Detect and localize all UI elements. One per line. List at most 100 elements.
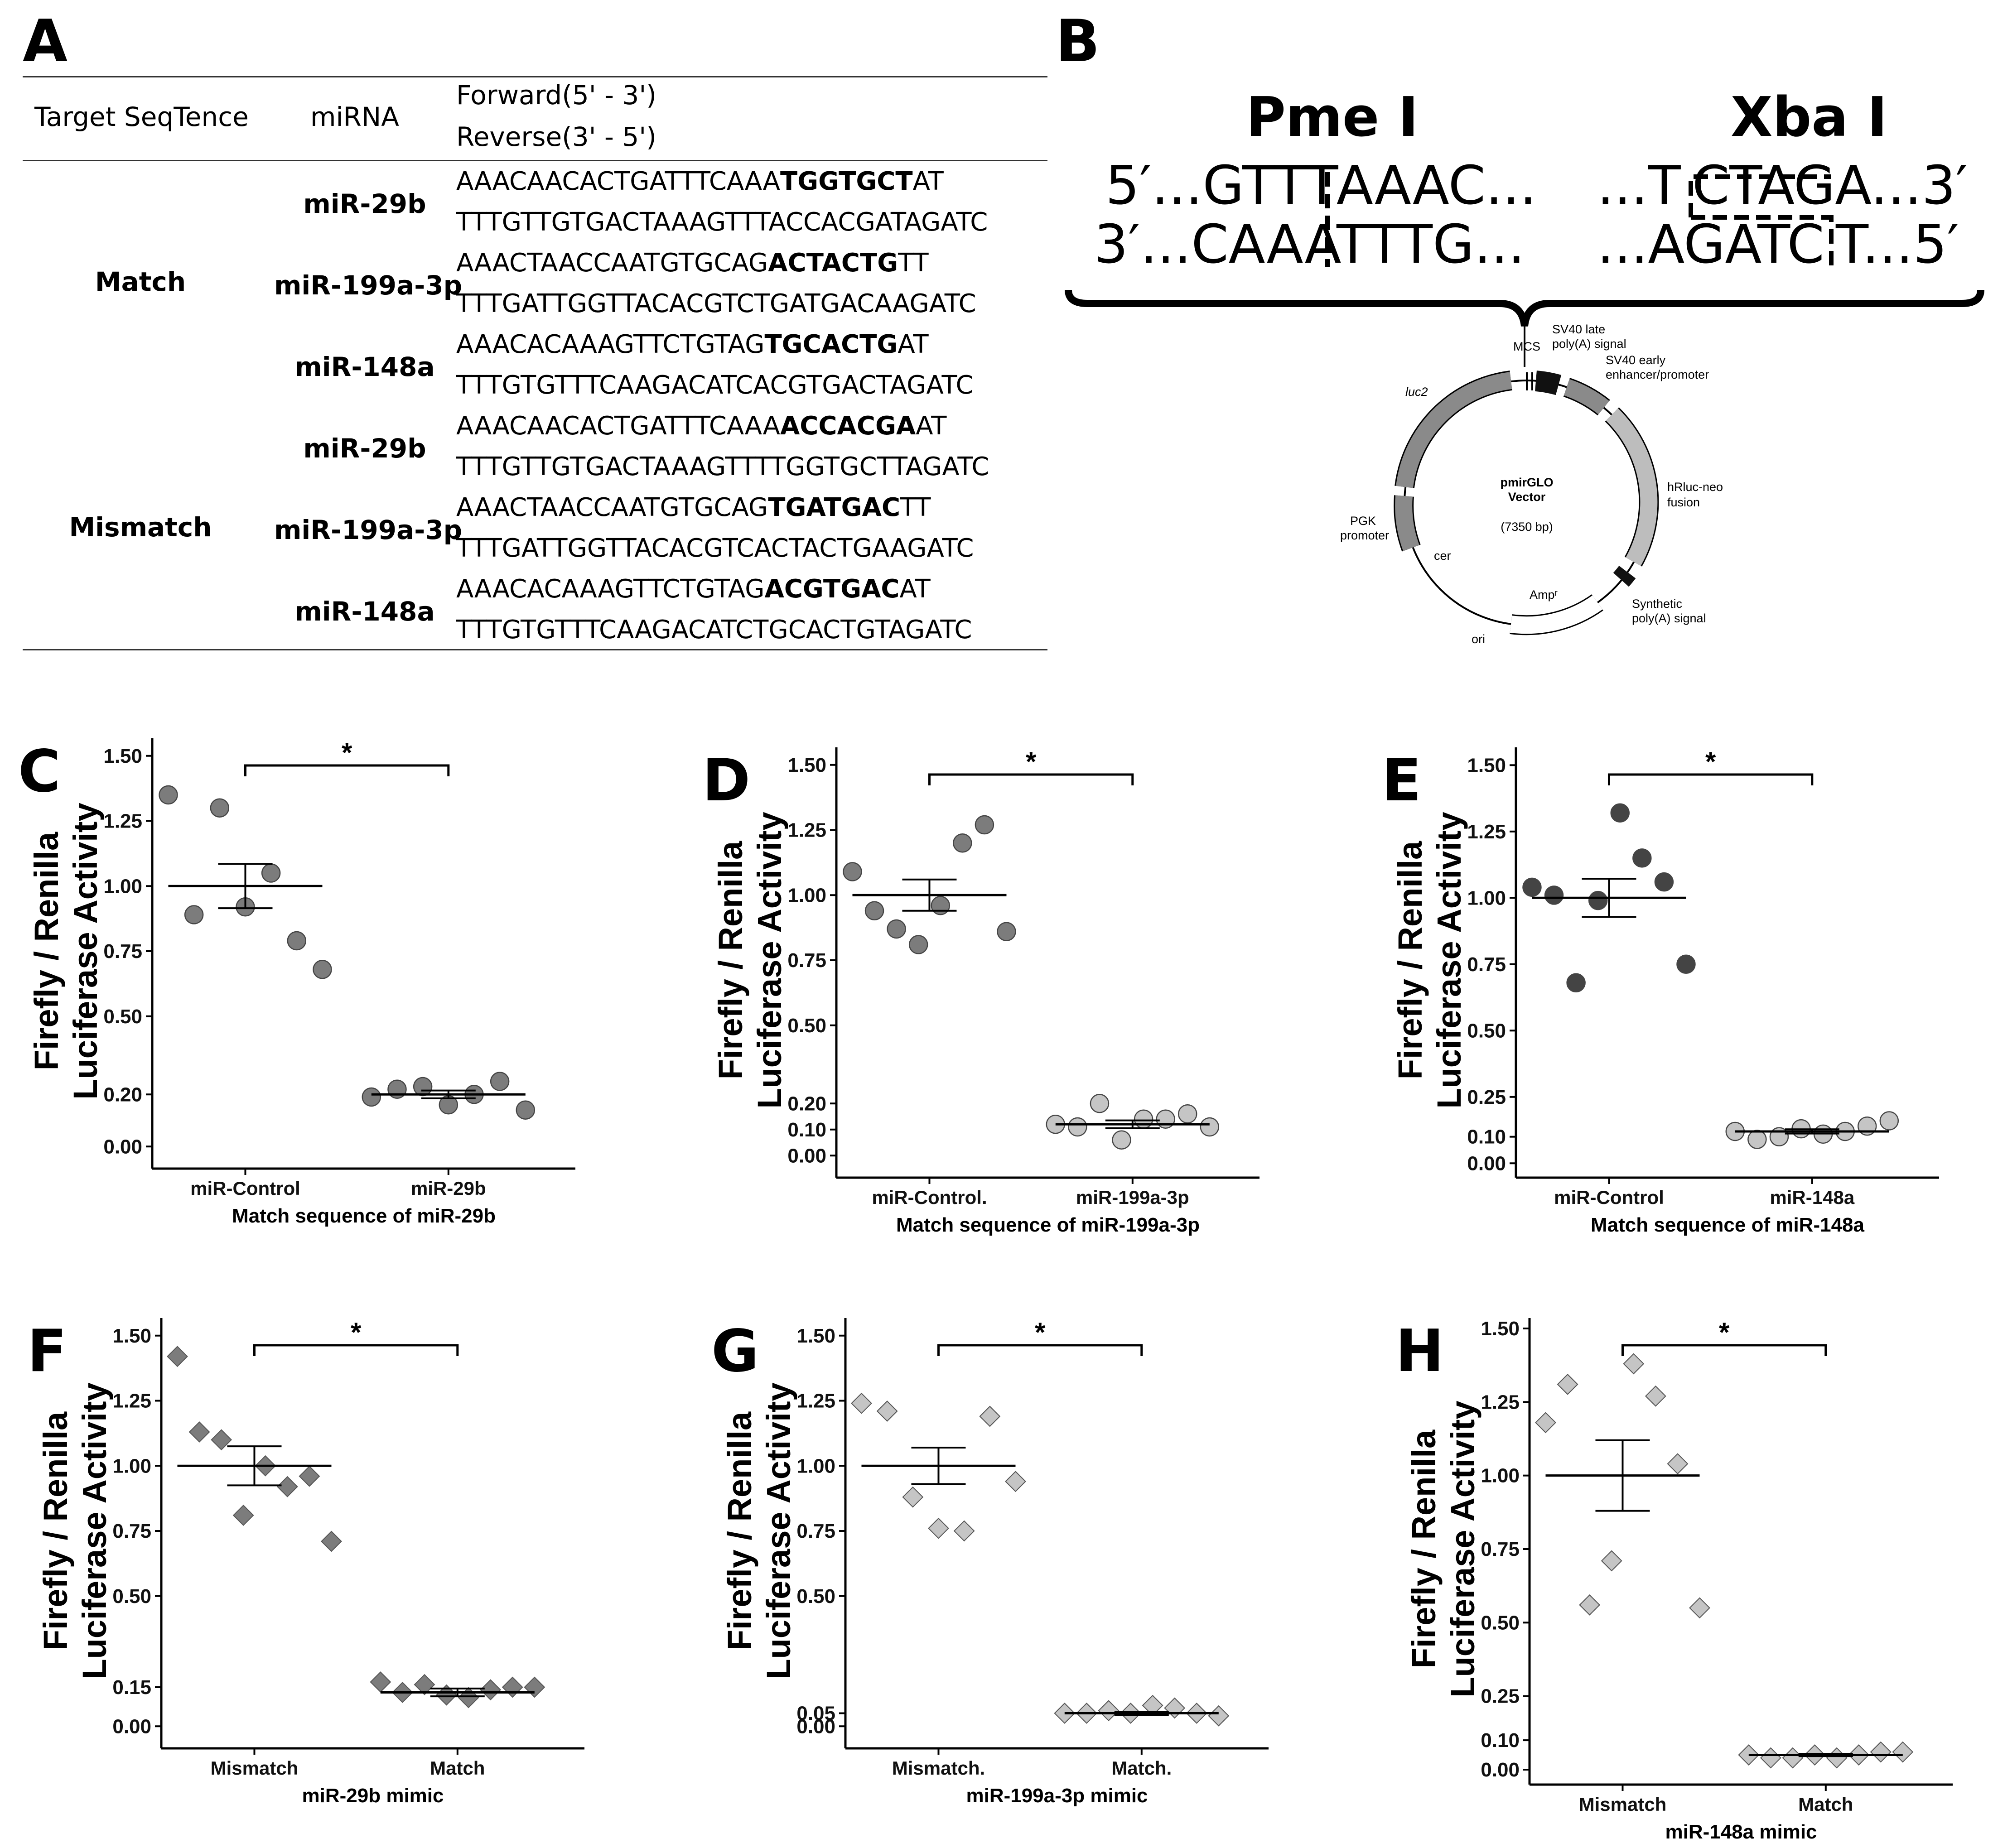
- forward-seq-seed: ACCACGA: [780, 411, 916, 441]
- label-amp: Ampʳ: [1530, 588, 1558, 602]
- data-point-diamond: [502, 1676, 523, 1698]
- data-point: [159, 785, 178, 805]
- significance-star: *: [1035, 1317, 1046, 1348]
- sv40-early-arc: [1564, 379, 1609, 415]
- y-tick-label: 0.00: [787, 1145, 826, 1167]
- table-row-reverse: TTTGTTGTGACTAAAGTTTTGGTGCTTAGATC: [456, 452, 989, 481]
- significance-star: *: [351, 1317, 362, 1348]
- significance-bracket: [253, 1344, 459, 1356]
- significance-star: *: [1705, 746, 1716, 777]
- y-tick-label: 0.75: [103, 940, 142, 962]
- forward-seq-seed: TGCACTG: [764, 330, 898, 359]
- pme-bottom-right: TTTG...: [1337, 213, 1525, 275]
- significance-star: *: [1719, 1317, 1730, 1348]
- chart-f: F Firefly / Renilla Luciferase Activity 0.0…: [23, 1314, 603, 1812]
- data-point-diamond: [414, 1674, 435, 1695]
- y-tick-label: 1.25: [112, 1390, 151, 1412]
- significance-bracket: [937, 1344, 1143, 1356]
- chart-g: G Firefly / Renilla Luciferase Activity 0.0…: [707, 1314, 1287, 1812]
- panel-letter-g: G: [711, 1318, 759, 1385]
- significance-bracket: [1621, 1344, 1827, 1356]
- significance-star: *: [1026, 746, 1037, 777]
- chart-d: D Firefly / Renilla Luciferase Activity 0.0…: [698, 743, 1278, 1241]
- data-point-diamond: [167, 1346, 188, 1367]
- y-tick-label: 1.25: [103, 810, 142, 833]
- x-axis-title: Match sequence of miR-148a: [1591, 1214, 1864, 1236]
- enzyme-xba-i: Xba I: [1731, 86, 1887, 149]
- data-point-diamond: [232, 1505, 254, 1526]
- data-point: [490, 1072, 510, 1091]
- data-point-diamond: [1208, 1705, 1230, 1727]
- y-tick-label: 1.00: [1481, 1465, 1520, 1487]
- data-point-diamond: [1005, 1471, 1026, 1492]
- chart-c: C Firefly / Renilla Luciferase Activity 0.0…: [14, 734, 594, 1232]
- forward-seq-prefix: AAACTAACCAATGTGCAG: [456, 248, 768, 278]
- data-point: [1654, 872, 1674, 892]
- panel-letter-a: A: [23, 8, 68, 75]
- panel-letter-h: H: [1395, 1318, 1444, 1385]
- y-tick-label: 1.25: [1481, 1391, 1520, 1413]
- significance-star: *: [342, 737, 352, 768]
- chart-svg: 0.00 0.15 0.50 0.75 1.00 1.25 1.50 Mismatch Matc…: [112, 1317, 584, 1779]
- data-point: [1177, 1104, 1197, 1124]
- data-point-diamond: [928, 1517, 949, 1539]
- pme-top-left: 5′...GTTT: [1105, 154, 1338, 217]
- data-point: [908, 935, 928, 954]
- data-point: [931, 896, 951, 915]
- pme-top-right: AAAC...: [1337, 154, 1537, 217]
- data-point: [184, 905, 204, 924]
- panel-letter-c: C: [18, 738, 61, 805]
- chart-h: H Firefly / Renilla Luciferase Activity 0.0…: [1391, 1314, 1971, 1843]
- data-point-diamond: [1601, 1550, 1622, 1572]
- data-point: [1676, 954, 1696, 974]
- y-tick-label: 1.50: [787, 754, 826, 776]
- amp-arc: [1510, 595, 1603, 634]
- data-point-diamond: [1667, 1453, 1689, 1475]
- table-row-forward: AAACACAAAGTTCTGTAGTGCACTGAT: [456, 330, 929, 359]
- label-ori: ori: [1472, 632, 1486, 646]
- x-tick-label: miR-Control: [1554, 1187, 1664, 1208]
- y-tick-label: 0.75: [112, 1520, 151, 1542]
- label-synthetic-1: Synthetic: [1632, 597, 1683, 611]
- table-row-reverse: TTTGTTGTGACTAAAGTTTACCACGATAGATC: [456, 207, 988, 237]
- data-point-diamond: [370, 1671, 391, 1693]
- table-row-forward: AAACAACACTGATTTCAAAACCACGAAT: [456, 411, 946, 441]
- data-point: [210, 798, 230, 818]
- y-tick-label: 0.10: [1467, 1126, 1506, 1148]
- y-tick-label: 0.50: [1481, 1612, 1520, 1634]
- label-sv40-late-2: poly(A) signal: [1552, 337, 1626, 351]
- x-axis-title: Match sequence of miR-199a-3p: [896, 1214, 1200, 1236]
- xba-bottom-right: T...5′: [1836, 213, 1959, 275]
- data-point: [1747, 1130, 1767, 1149]
- y-tick-label: 1.00: [1467, 887, 1506, 909]
- y-tick-label: 0.20: [103, 1083, 142, 1106]
- x-tick-label: Mismatch: [211, 1757, 299, 1779]
- x-tick-label: Mismatch: [1579, 1794, 1667, 1815]
- y-tick-label: 1.50: [1467, 754, 1506, 776]
- significance-bracket: [244, 764, 450, 776]
- data-point: [1566, 973, 1586, 993]
- x-axis-title: miR-148a mimic: [1665, 1821, 1817, 1843]
- forward-seq-suffix: AT: [916, 411, 947, 441]
- data-point: [362, 1087, 381, 1107]
- data-point-diamond: [1623, 1353, 1645, 1375]
- forward-seq-prefix: AAACAACACTGATTTCAAA: [456, 411, 780, 441]
- header-forward: Forward(5' - 3'): [456, 80, 656, 111]
- pme-bottom-left: 3′...CAAA: [1094, 213, 1342, 275]
- xba-bottom-left: ...AGATC: [1597, 213, 1824, 275]
- y-tick-label: 1.00: [796, 1455, 835, 1477]
- label-luc2: luc2: [1405, 385, 1428, 399]
- table-row-mirna: miR-148a: [294, 596, 435, 627]
- y-tick-label: 0.00: [112, 1715, 151, 1737]
- table-row-forward: AAACTAACCAATGTGCAGTGATGACTT: [456, 493, 931, 522]
- forward-seq-prefix: AAACACAAAGTTCTGTAG: [456, 574, 765, 604]
- chart-svg: 0.00 0.10 0.25 0.50 0.75 1.00 1.25 1.50 Mismatch…: [1481, 1317, 1953, 1815]
- x-tick-label: miR-Control.: [872, 1187, 987, 1208]
- data-point: [287, 931, 307, 951]
- y-tick-label: 1.25: [787, 819, 826, 842]
- forward-seq-seed: TGGTGCT: [780, 167, 913, 196]
- x-tick-label: miR-148a: [1770, 1187, 1854, 1208]
- forward-seq-suffix: TT: [900, 493, 931, 522]
- y-tick-label: 0.15: [112, 1676, 151, 1699]
- label-pgk-2: promoter: [1340, 529, 1390, 542]
